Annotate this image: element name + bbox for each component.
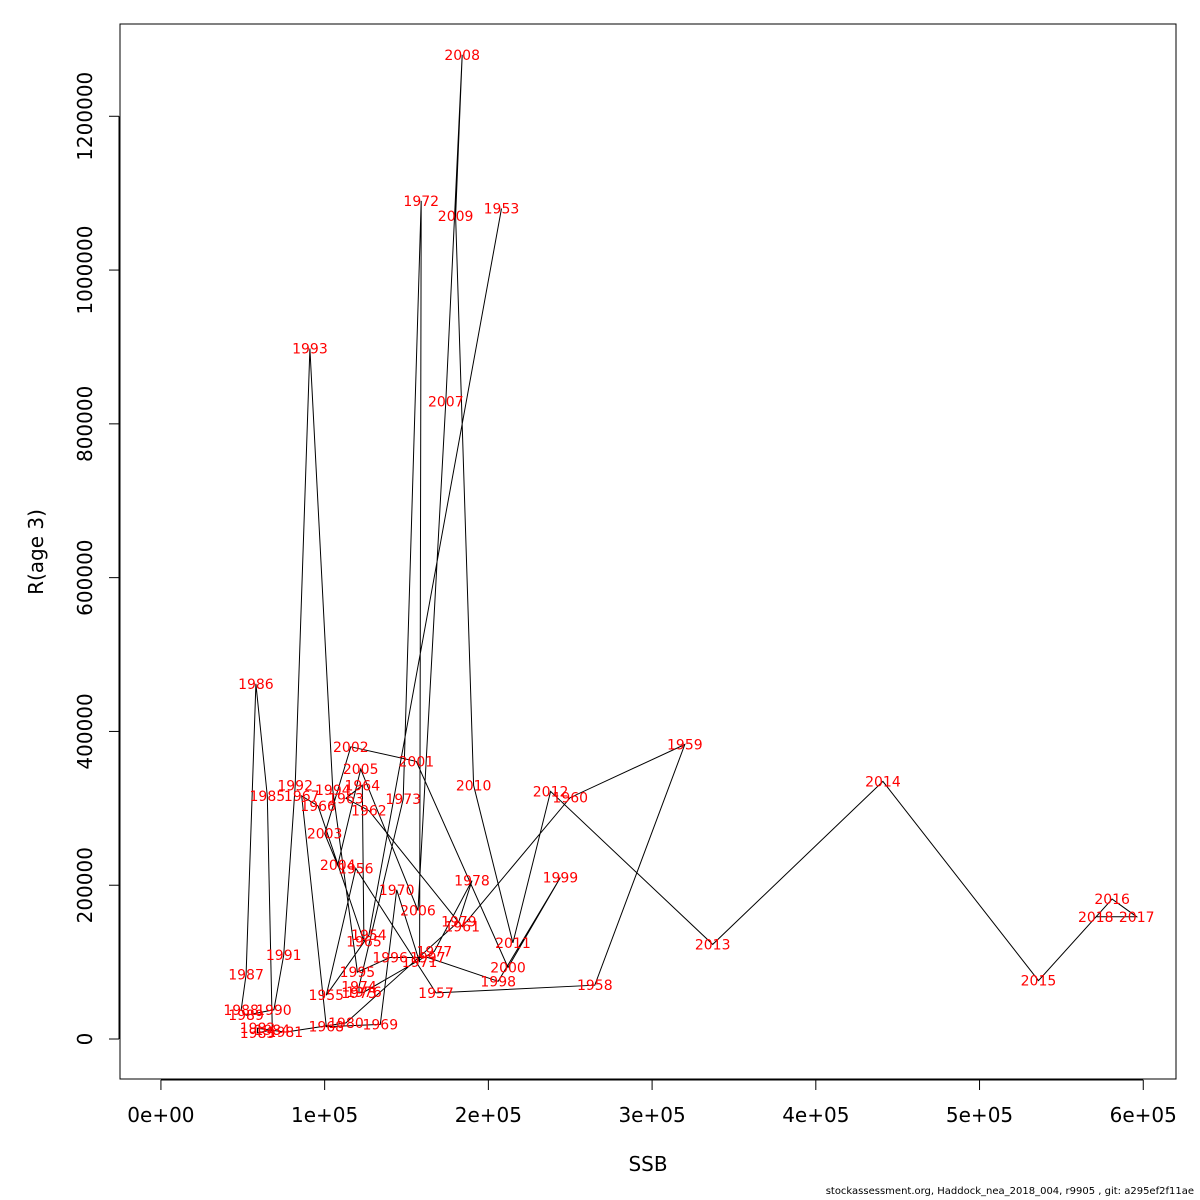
point-label-2000: 2000 — [490, 961, 526, 977]
point-label-1982: 1982 — [240, 1021, 276, 1037]
point-label-1991: 1991 — [266, 948, 302, 964]
x-tick-label: 4e+05 — [782, 1103, 849, 1127]
point-label-2002: 2002 — [333, 740, 369, 756]
point-label-1989: 1989 — [228, 1008, 264, 1024]
x-tick-label: 3e+05 — [618, 1103, 685, 1127]
series-line — [240, 54, 1139, 1034]
point-label-1981: 1981 — [268, 1025, 304, 1041]
y-axis: 0 200000 400000 600000 800000 1000000 1200000 — [73, 72, 120, 1046]
y-axis-title: R(age 3) — [24, 509, 48, 595]
point-label-1975: 1975 — [341, 986, 377, 1002]
point-label-1963: 1963 — [328, 791, 364, 807]
point-label-1965: 1965 — [346, 934, 382, 950]
x-tick-label: 0e+00 — [127, 1103, 194, 1127]
point-label-2008: 2008 — [444, 48, 480, 64]
point-label-1985: 1985 — [250, 789, 286, 805]
point-label-1958: 1958 — [577, 978, 613, 994]
point-label-2018: 2018 — [1078, 910, 1114, 926]
point-label-1986: 1986 — [238, 677, 274, 693]
point-label-1999: 1999 — [543, 871, 579, 887]
point-label-1993: 1993 — [292, 341, 328, 357]
point-label-1995: 1995 — [340, 965, 376, 981]
point-label-1978: 1978 — [454, 874, 490, 890]
point-label-1990: 1990 — [256, 1003, 292, 1019]
point-label-1988: 1988 — [223, 1003, 259, 1019]
x-tick-label: 6e+05 — [1110, 1103, 1177, 1127]
point-label-2006: 2006 — [400, 904, 436, 920]
x-tick-label: 1e+05 — [291, 1103, 358, 1127]
footer-caption: stockassessment.org, Haddock_nea_2018_00… — [825, 1186, 1194, 1197]
point-label-1956: 1956 — [338, 861, 374, 877]
point-label-1976: 1976 — [346, 985, 382, 1001]
point-label-1962: 1962 — [351, 804, 387, 820]
y-tick-label: 200000 — [73, 847, 97, 923]
point-label-1970: 1970 — [379, 883, 415, 899]
point-label-1977: 1977 — [417, 944, 453, 960]
point-label-2017: 2017 — [1119, 910, 1155, 926]
x-axis: 0e+00 1e+05 2e+05 3e+05 4e+05 5e+05 6e+05 — [127, 1079, 1177, 1127]
point-labels: 1953 1954 1955 1956 1957 1958 1959 1960 1961 1962… — [223, 48, 1154, 1042]
point-label-1959: 1959 — [667, 738, 703, 754]
point-label-1960: 1960 — [552, 791, 588, 807]
point-label-1984: 1984 — [254, 1023, 290, 1039]
x-axis-title: SSB — [628, 1152, 667, 1176]
x-tick-label: 2e+05 — [455, 1103, 522, 1127]
point-label-2012: 2012 — [533, 784, 569, 800]
y-tick-label: 400000 — [73, 693, 97, 769]
point-label-1967: 1967 — [284, 789, 320, 805]
point-label-2003: 2003 — [307, 827, 343, 843]
point-label-1983: 1983 — [240, 1026, 276, 1042]
point-label-2013: 2013 — [695, 937, 731, 953]
point-label-1968: 1968 — [308, 1020, 344, 1036]
point-label-1955: 1955 — [308, 988, 344, 1004]
point-label-1974: 1974 — [341, 980, 377, 996]
point-label-2004: 2004 — [320, 858, 356, 874]
point-label-2016: 2016 — [1094, 892, 1130, 908]
point-label-1953: 1953 — [484, 202, 520, 218]
point-label-1980: 1980 — [328, 1016, 364, 1032]
point-label-2007: 2007 — [428, 395, 464, 411]
point-label-2005: 2005 — [343, 762, 379, 778]
point-label-2015: 2015 — [1021, 974, 1057, 990]
y-tick-label: 800000 — [73, 386, 97, 462]
y-tick-label: 1200000 — [73, 72, 97, 161]
point-label-1998: 1998 — [480, 974, 516, 990]
y-tick-label: 1000000 — [73, 226, 97, 315]
y-tick-label: 600000 — [73, 539, 97, 615]
point-label-1969: 1969 — [362, 1017, 398, 1033]
point-label-1994: 1994 — [315, 783, 351, 799]
x-tick-label: 5e+05 — [946, 1103, 1013, 1127]
point-label-1987: 1987 — [228, 967, 264, 983]
point-label-2009: 2009 — [438, 209, 474, 225]
point-label-1957: 1957 — [418, 986, 454, 1002]
point-label-1961: 1961 — [444, 920, 480, 936]
point-label-1996: 1996 — [372, 951, 408, 967]
point-label-1972: 1972 — [403, 194, 439, 210]
point-label-1971: 1971 — [402, 955, 438, 971]
point-label-1997: 1997 — [410, 951, 446, 967]
point-label-1973: 1973 — [385, 792, 421, 808]
point-label-1979: 1979 — [441, 914, 477, 930]
point-label-1966: 1966 — [300, 799, 336, 815]
point-label-1954: 1954 — [351, 928, 387, 944]
y-tick-label: 0 — [73, 1033, 97, 1046]
point-label-2011: 2011 — [495, 936, 531, 952]
point-label-1964: 1964 — [344, 778, 380, 794]
point-label-2001: 2001 — [399, 754, 435, 770]
point-label-2010: 2010 — [456, 778, 492, 794]
plot-frame — [119, 23, 1177, 1080]
point-label-2014: 2014 — [865, 774, 901, 790]
point-label-1992: 1992 — [277, 778, 313, 794]
